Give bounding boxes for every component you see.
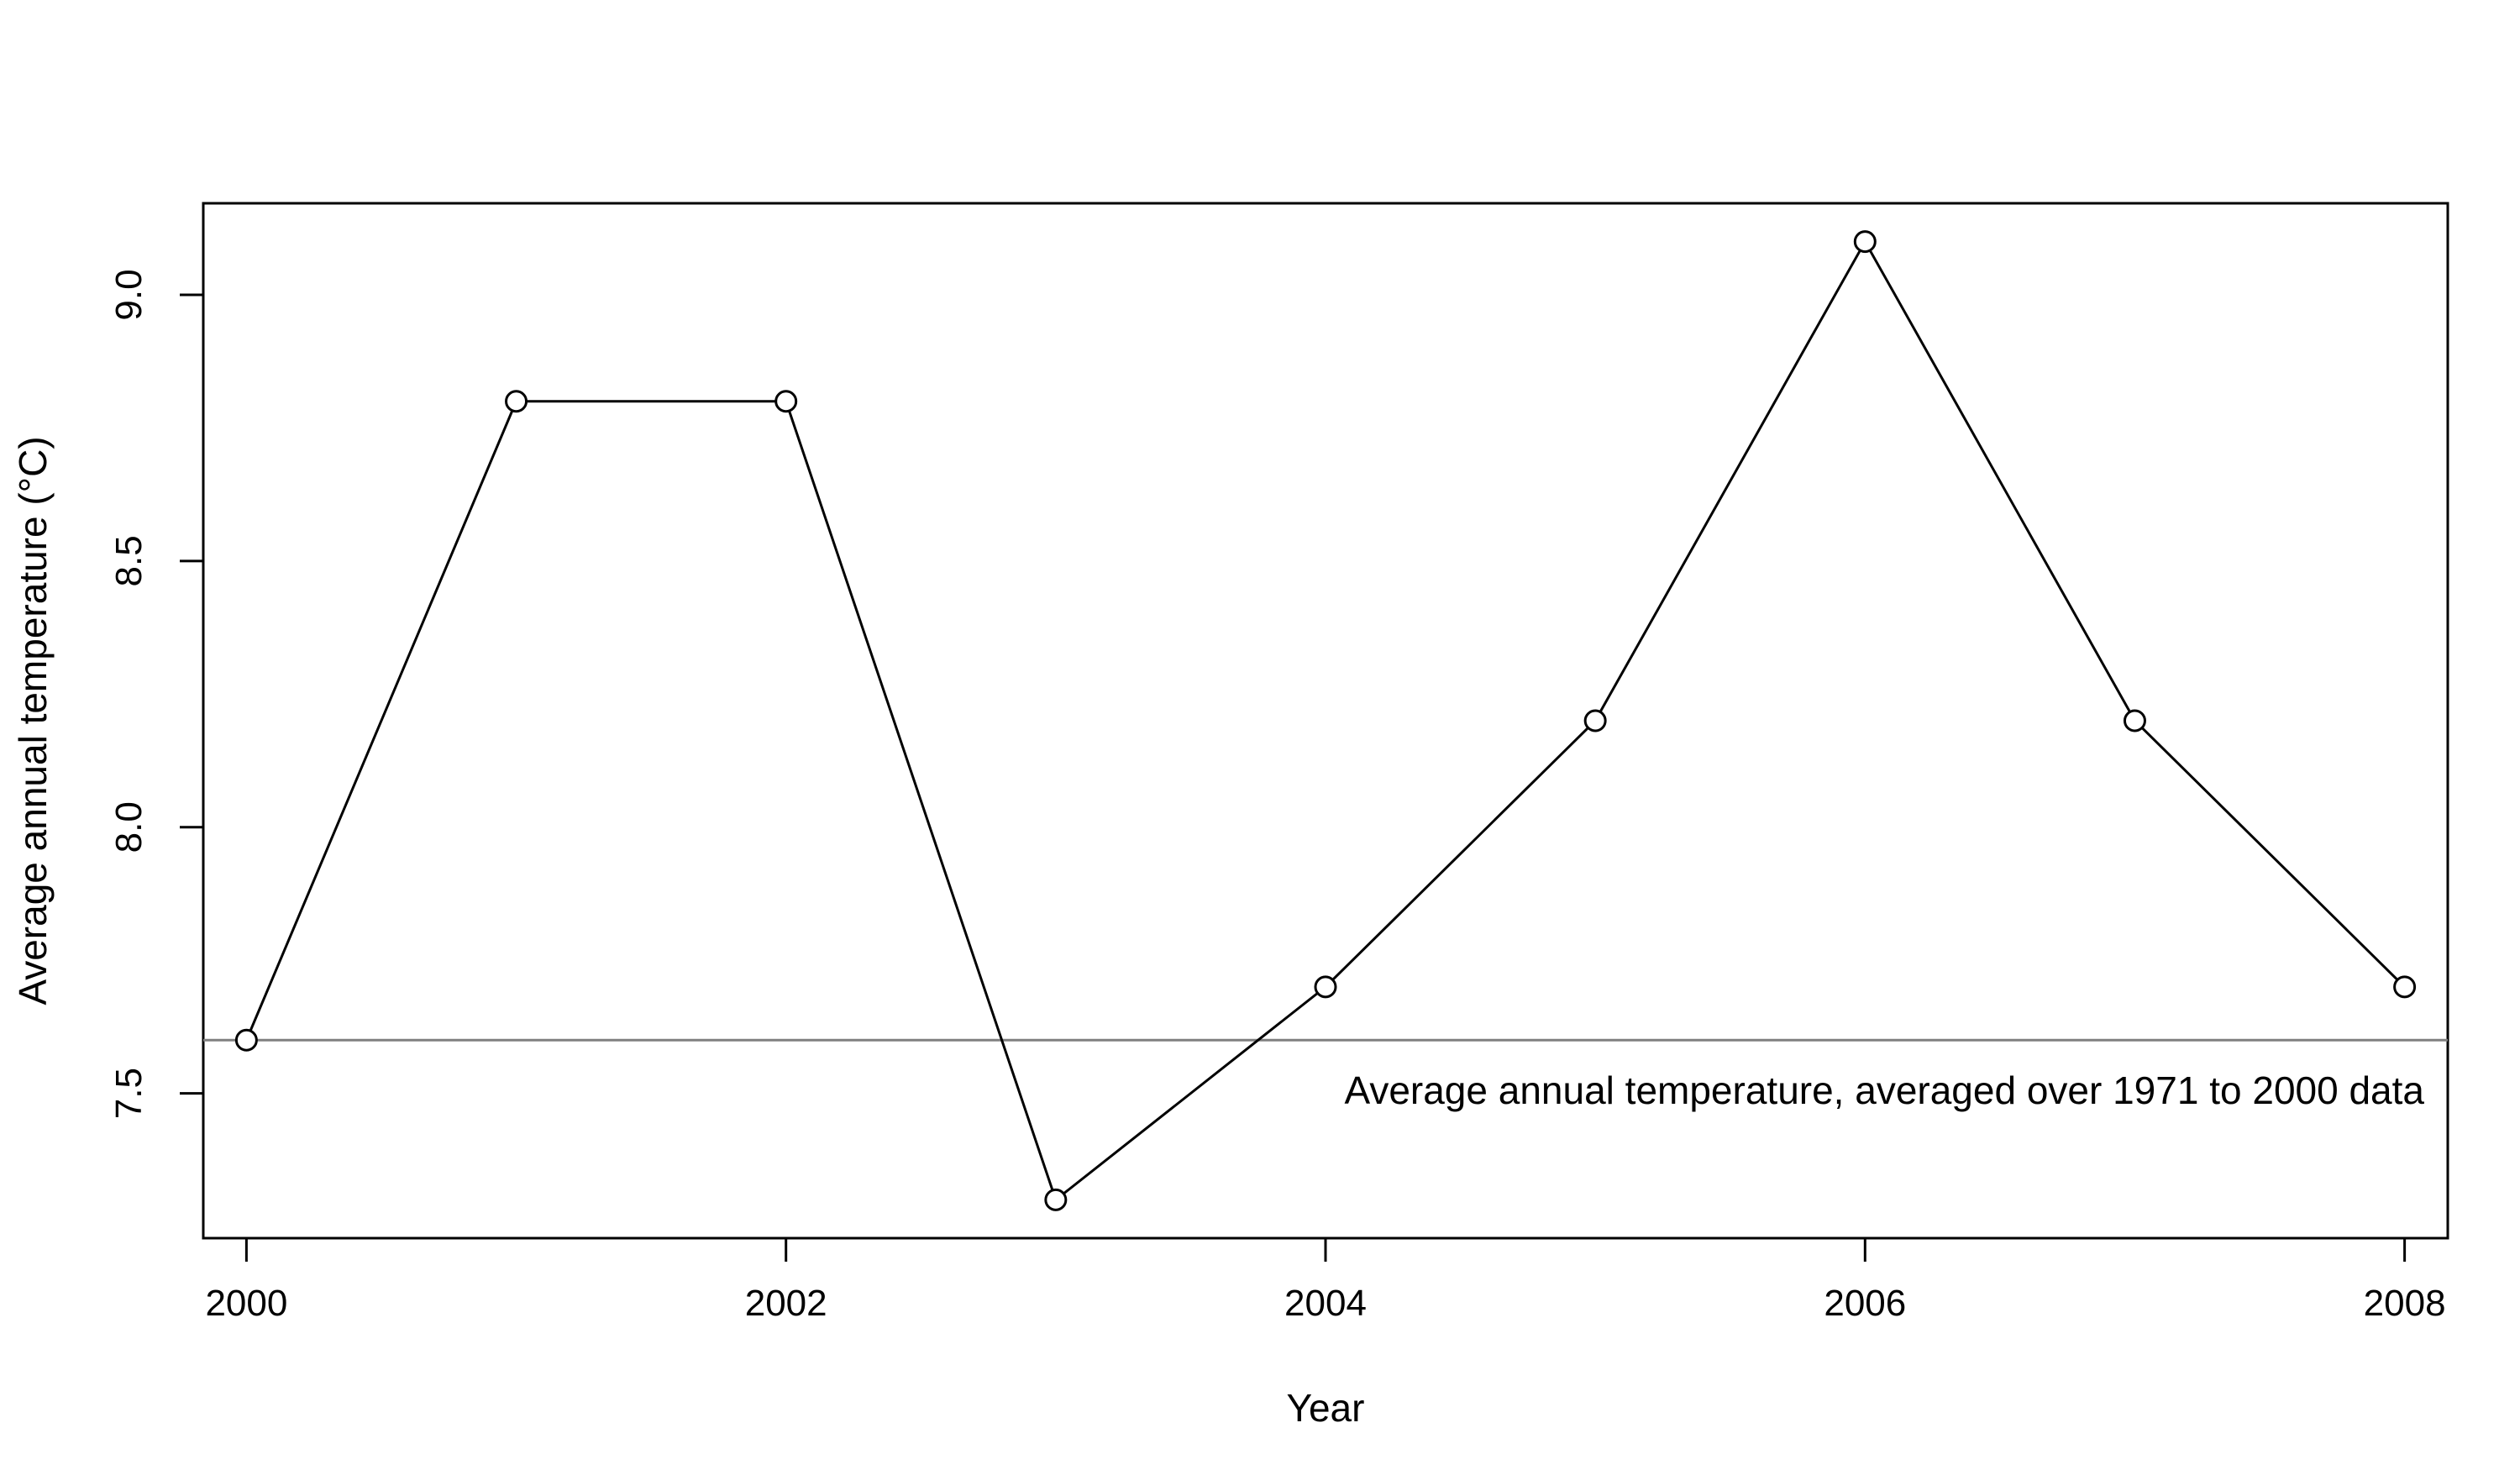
x-axis: 2000 2002 2004 2006 2008	[205, 1238, 2446, 1324]
x-tick-label: 2000	[205, 1283, 287, 1324]
y-tick-label: 7.5	[108, 1068, 150, 1119]
data-point	[1314, 975, 1337, 999]
data-point	[505, 390, 528, 413]
x-tick-label: 2008	[2364, 1283, 2446, 1324]
data-point	[2123, 709, 2146, 732]
y-axis: 7.5 8.0 8.5 9.0	[108, 269, 203, 1119]
data-point	[1044, 1188, 1068, 1211]
y-tick-label: 8.5	[108, 535, 150, 586]
reference-line-label: Average annual temperature, averaged ove…	[1344, 1068, 2424, 1112]
x-tick-label: 2002	[745, 1283, 827, 1324]
data-point	[1853, 230, 1877, 254]
x-axis-title: Year	[1287, 1386, 1365, 1430]
data-point	[2393, 975, 2417, 999]
x-tick-label: 2006	[1824, 1283, 1906, 1324]
x-tick-label: 2004	[1284, 1283, 1367, 1324]
series-points	[234, 230, 2417, 1211]
y-axis-title: Average annual temperature (°C)	[11, 436, 55, 1005]
series-line	[245, 239, 2406, 1202]
y-tick-label: 8.0	[108, 801, 150, 853]
data-point	[774, 390, 798, 413]
data-point	[234, 1028, 258, 1052]
y-tick-label: 9.0	[108, 269, 150, 320]
data-point	[1583, 709, 1607, 732]
